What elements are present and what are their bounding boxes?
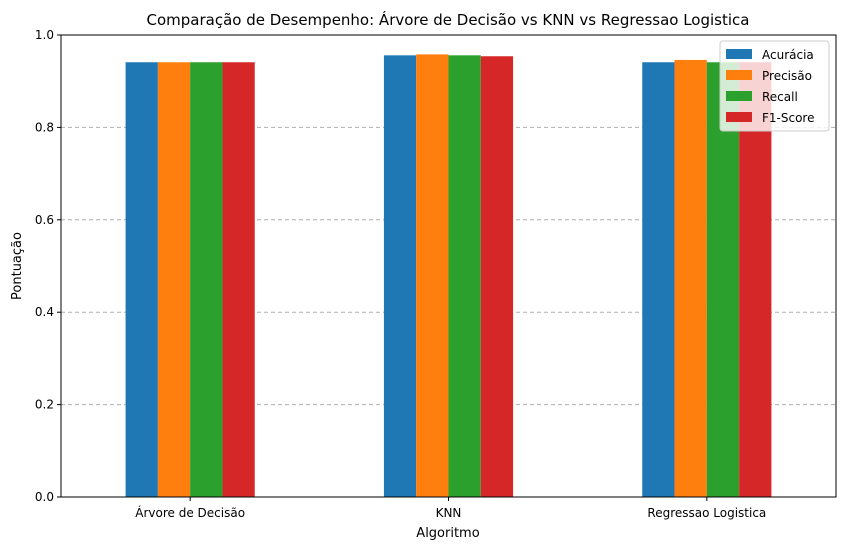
bar — [222, 62, 255, 498]
legend-swatch — [726, 91, 752, 101]
y-axis: 0.0 0.2 0.4 0.6 0.8 1.0 — [35, 28, 61, 504]
y-tick-label: 0.8 — [35, 120, 54, 134]
y-tick-label: 0.6 — [35, 213, 54, 227]
legend: Acurácia Precisão Recall F1-Score — [719, 40, 830, 132]
x-axis-label: Algoritmo — [416, 526, 479, 541]
x-tick-label: KNN — [436, 506, 462, 520]
bar — [416, 54, 449, 498]
chart-title: Comparação de Desempenho: Árvore de Deci… — [147, 10, 750, 29]
legend-swatch — [726, 70, 752, 80]
y-tick-label: 1.0 — [35, 28, 54, 42]
legend-entry: Acurácia — [762, 48, 814, 62]
y-tick-label: 0.0 — [35, 490, 54, 504]
bar — [190, 62, 223, 498]
bar — [157, 62, 191, 498]
bar — [480, 56, 514, 497]
bar — [383, 55, 417, 497]
legend-swatch — [726, 49, 752, 59]
y-tick-label: 0.4 — [35, 305, 54, 319]
bar — [125, 62, 158, 498]
x-tick-label: Árvore de Decisão — [135, 505, 245, 520]
legend-entry: F1-Score — [762, 111, 814, 125]
bar — [706, 62, 740, 498]
bar — [448, 55, 481, 497]
x-tick-label: Regressao Logistica — [647, 506, 766, 520]
bar — [739, 62, 772, 498]
legend-swatch — [726, 112, 752, 122]
y-axis-label: Pontuação — [10, 232, 25, 300]
y-tick-label: 0.2 — [35, 398, 54, 412]
bars — [125, 54, 772, 498]
legend-box — [719, 40, 830, 132]
bar — [642, 62, 675, 498]
x-axis: Árvore de Decisão KNN Regressao Logistica — [135, 497, 766, 520]
legend-entry: Recall — [762, 90, 798, 104]
legend-entry: Precisão — [762, 69, 812, 83]
bar — [674, 59, 707, 498]
